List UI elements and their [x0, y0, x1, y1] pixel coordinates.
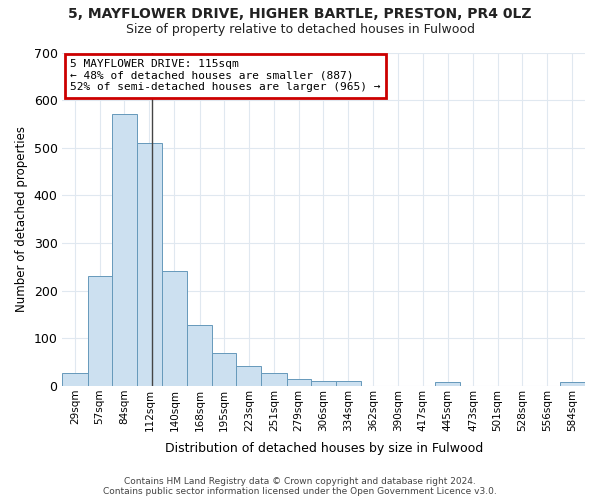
Bar: [287, 380, 311, 386]
Bar: [187, 326, 212, 386]
Bar: [112, 114, 137, 386]
Text: 5, MAYFLOWER DRIVE, HIGHER BARTLE, PRESTON, PR4 0LZ: 5, MAYFLOWER DRIVE, HIGHER BARTLE, PREST…: [68, 8, 532, 22]
X-axis label: Distribution of detached houses by size in Fulwood: Distribution of detached houses by size …: [164, 442, 483, 455]
Text: 5 MAYFLOWER DRIVE: 115sqm
← 48% of detached houses are smaller (887)
52% of semi: 5 MAYFLOWER DRIVE: 115sqm ← 48% of detac…: [70, 59, 381, 92]
Bar: [336, 380, 361, 386]
Bar: [88, 276, 112, 386]
Bar: [137, 143, 162, 386]
Text: Size of property relative to detached houses in Fulwood: Size of property relative to detached ho…: [125, 22, 475, 36]
Bar: [62, 372, 88, 386]
Y-axis label: Number of detached properties: Number of detached properties: [15, 126, 28, 312]
Bar: [311, 381, 336, 386]
Text: Contains HM Land Registry data © Crown copyright and database right 2024.
Contai: Contains HM Land Registry data © Crown c…: [103, 476, 497, 496]
Bar: [162, 270, 187, 386]
Bar: [236, 366, 262, 386]
Bar: [212, 352, 236, 386]
Bar: [436, 382, 460, 386]
Bar: [262, 373, 287, 386]
Bar: [560, 382, 585, 386]
